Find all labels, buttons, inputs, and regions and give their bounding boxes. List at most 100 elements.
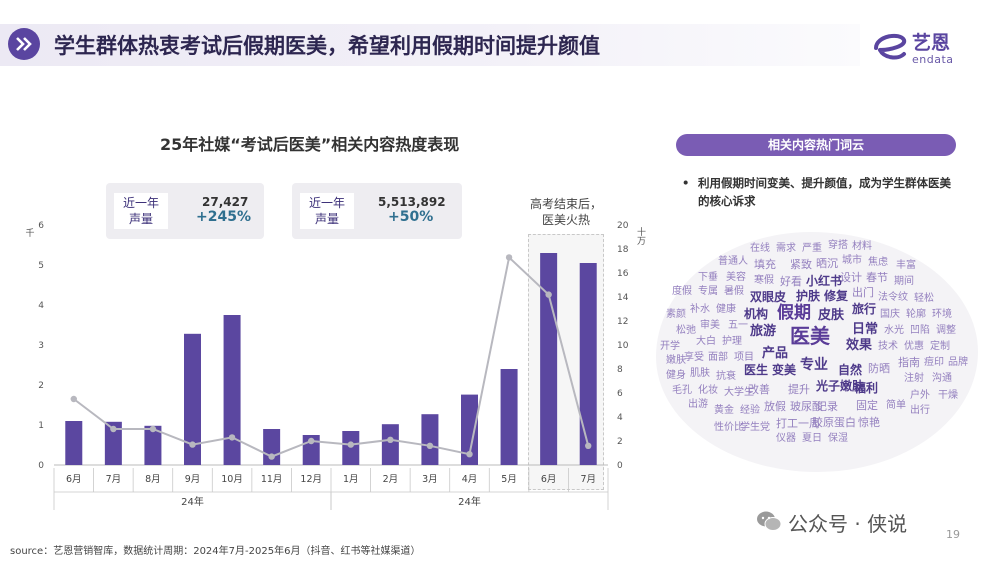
left-axis-tick-label: 6: [38, 221, 44, 231]
word-cloud-word: 产品: [762, 346, 789, 361]
line-point: [268, 453, 275, 460]
bar: [65, 421, 83, 465]
word-cloud-word: 玻尿酸: [790, 400, 823, 413]
word-cloud-word: 日常: [852, 322, 879, 337]
word-cloud-word: 双眼皮: [750, 290, 787, 304]
word-cloud-word: 户外: [910, 390, 930, 401]
line-point: [347, 441, 354, 448]
word-cloud-word: 打工一周: [776, 417, 820, 430]
kpi-change: +245%: [196, 209, 251, 225]
right-axis-unit: 十万: [635, 226, 646, 246]
word-cloud-word: 简单: [886, 400, 906, 411]
word-cloud-word: 寒假: [754, 275, 774, 286]
word-cloud-word: 抗衰: [716, 371, 736, 382]
x-axis-tick-label: 7月: [580, 474, 596, 485]
right-axis-tick-label: 8: [617, 365, 623, 375]
left-axis-tick-label: 4: [38, 301, 44, 311]
word-cloud-word: 项目: [734, 352, 754, 363]
word-cloud-word: 普通人: [718, 256, 748, 267]
word-cloud-word: 技术: [878, 341, 898, 352]
word-cloud-word: 旅行: [852, 302, 877, 316]
word-cloud-word: 松弛: [676, 325, 696, 336]
word-cloud-word: 经验: [740, 405, 760, 416]
right-axis-tick-label: 16: [617, 269, 629, 279]
word-cloud-word: 护理: [722, 336, 742, 347]
year-group-label: 24年: [458, 495, 481, 508]
x-axis-tick-label: 12月: [300, 474, 322, 485]
line-point: [505, 254, 513, 261]
kpi-label-line1: 近一年: [308, 196, 345, 210]
left-axis-tick-label: 3: [38, 341, 44, 351]
kpi-label-line1: 近一年: [122, 196, 159, 210]
word-cloud-word: 自然: [838, 363, 863, 377]
x-axis-tick-label: 1月: [343, 474, 359, 485]
right-axis-tick-label: 20: [617, 221, 629, 231]
word-cloud-word: 好看: [780, 275, 802, 288]
word-cloud-word: 护肤: [796, 289, 821, 303]
bar: [421, 414, 439, 465]
year-group-label: 24年: [181, 495, 204, 508]
peak-annotation-line2: 医美火热: [542, 213, 591, 227]
word-cloud-word: 凹陷: [910, 325, 930, 336]
bar: [381, 424, 399, 465]
brand-name-cn: 艺恩: [912, 32, 951, 54]
word-cloud-word: 效果: [846, 338, 873, 353]
kpi-value: 5,513,892: [378, 195, 446, 209]
x-axis-tick-label: 4月: [462, 474, 478, 485]
x-axis-tick-label: 5月: [501, 474, 517, 485]
x-axis-tick-label: 6月: [66, 474, 82, 485]
line-point: [189, 441, 196, 448]
word-cloud-word: 健身: [666, 370, 686, 381]
line-point: [110, 425, 117, 433]
page-title: 学生群体热衷考试后假期医美，希望利用假期时间提升颜值: [54, 34, 600, 58]
word-cloud-word: 黄金: [714, 405, 734, 416]
word-cloud-word: 健康: [716, 304, 736, 315]
line-point: [308, 437, 315, 445]
word-cloud-word: 晒沉: [816, 257, 838, 270]
bar: [144, 425, 162, 465]
word-cloud-word: 提升: [788, 383, 810, 396]
peak-annotation: 高考结束后， 医美火热: [530, 196, 602, 228]
left-axis-tick-label: 1: [38, 421, 44, 431]
word-cloud-word: 度假: [672, 286, 692, 297]
kpi-change: +50%: [388, 209, 434, 225]
word-cloud-word: 素颜: [666, 309, 686, 320]
source-note: source：艺恩营销智库，数据统计周期：2024年7月-2025年6月（抖音、…: [10, 546, 421, 557]
kpi-label-line2: 声量: [314, 212, 339, 226]
right-axis-tick-label: 0: [617, 461, 623, 471]
kpi-card-1: 近一年 声量 27,427 +245%: [106, 183, 264, 239]
word-cloud-word: 性价比: [714, 422, 744, 433]
word-cloud-word: 优惠: [904, 341, 924, 352]
word-cloud-word: 放假: [764, 400, 786, 413]
title-bar: [0, 24, 860, 66]
word-cloud-word: 嫩肤: [666, 355, 686, 366]
word-cloud-word: 五一: [728, 320, 748, 331]
x-axis-tick-label: 7月: [106, 474, 122, 485]
kpi-label-line2: 声量: [128, 212, 153, 226]
word-cloud-word: 仪器: [776, 433, 796, 444]
word-cloud-word: 改善: [748, 383, 770, 396]
kpi-label: 近一年 声量: [114, 193, 168, 229]
bar: [184, 333, 201, 465]
word-cloud-word: 学生党: [740, 422, 770, 433]
bar: [461, 394, 478, 465]
word-cloud-word: 专属: [698, 286, 718, 297]
word-cloud-word: 假期: [777, 303, 811, 323]
word-cloud-bullet-text: 利用假期时间变美、提升颜值，成为学生群体医美的核心诉求: [698, 176, 951, 208]
word-cloud-word: 城市: [842, 255, 862, 266]
brand-logo-icon: [874, 33, 907, 60]
brand-logo: 艺恩 endata: [872, 26, 982, 70]
bar: [579, 263, 597, 465]
word-cloud-word: 水光: [884, 325, 904, 336]
word-cloud-word: 定制: [930, 341, 950, 352]
word-cloud-word: 旅游: [750, 324, 777, 339]
word-cloud-word: 注射: [904, 373, 924, 384]
word-cloud-word: 保湿: [828, 433, 848, 444]
word-cloud-word: 填充: [754, 258, 776, 271]
bullet-dot-icon: •: [682, 176, 690, 190]
right-axis-tick-label: 4: [617, 413, 623, 423]
x-axis-tick-label: 9月: [185, 474, 201, 485]
line-point: [585, 442, 592, 449]
word-cloud-word: 出游: [688, 399, 708, 410]
double-chevron-icon: [8, 28, 40, 60]
